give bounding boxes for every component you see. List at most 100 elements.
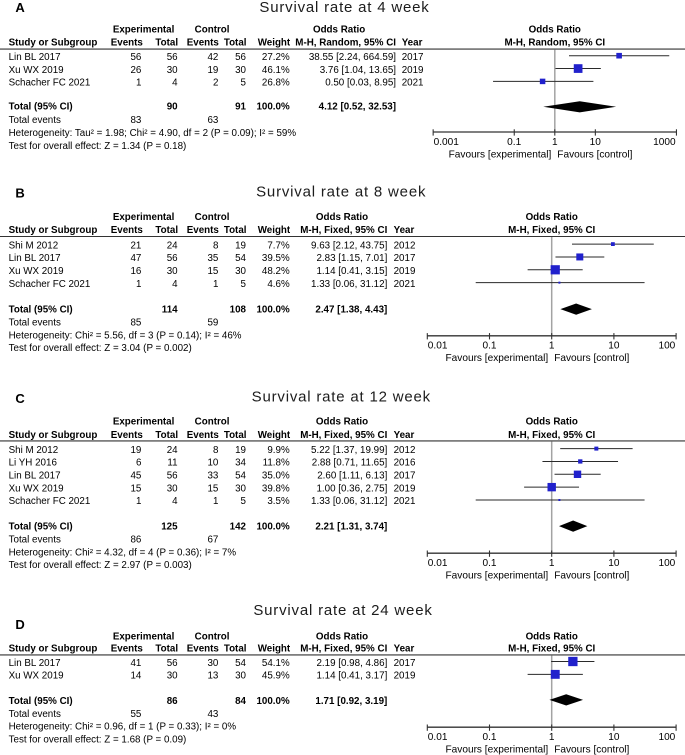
svg-text:Study or Subgroup: Study or Subgroup bbox=[9, 430, 98, 441]
svg-text:38.55 [2.24, 664.59]: 38.55 [2.24, 664.59] bbox=[309, 52, 396, 63]
svg-text:Favours [experimental]: Favours [experimental] bbox=[446, 571, 549, 582]
svg-text:Total: Total bbox=[224, 38, 247, 49]
svg-text:67: 67 bbox=[207, 535, 218, 546]
svg-text:Lin BL 2017: Lin BL 2017 bbox=[9, 658, 61, 669]
svg-text:33: 33 bbox=[207, 471, 218, 482]
svg-text:2021: 2021 bbox=[402, 78, 424, 89]
svg-text:M-H, Random, 95% CI: M-H, Random, 95% CI bbox=[504, 38, 605, 49]
svg-text:4: 4 bbox=[172, 279, 178, 290]
svg-text:Events: Events bbox=[111, 38, 144, 49]
svg-text:2019: 2019 bbox=[394, 483, 416, 494]
svg-text:Odds Ratio: Odds Ratio bbox=[316, 632, 368, 643]
svg-text:41: 41 bbox=[130, 658, 141, 669]
svg-text:19: 19 bbox=[207, 65, 218, 76]
svg-text:Events: Events bbox=[111, 430, 144, 441]
svg-text:30: 30 bbox=[167, 483, 178, 494]
svg-text:3.76 [1.04, 13.65]: 3.76 [1.04, 13.65] bbox=[320, 65, 397, 76]
svg-text:M-H, Fixed, 95% CI: M-H, Fixed, 95% CI bbox=[508, 225, 595, 236]
svg-text:Weight: Weight bbox=[258, 644, 291, 655]
svg-text:30: 30 bbox=[167, 65, 178, 76]
svg-text:125: 125 bbox=[161, 522, 178, 533]
svg-text:15: 15 bbox=[207, 266, 218, 277]
svg-text:100.0%: 100.0% bbox=[256, 102, 290, 113]
svg-text:0.50 [0.03, 8.95]: 0.50 [0.03, 8.95] bbox=[325, 78, 396, 89]
svg-text:108: 108 bbox=[230, 305, 247, 316]
svg-text:19: 19 bbox=[130, 445, 141, 456]
svg-text:Total: Total bbox=[224, 225, 247, 236]
svg-text:114: 114 bbox=[162, 305, 178, 316]
svg-text:Total: Total bbox=[224, 430, 247, 441]
svg-text:Schacher FC 2021: Schacher FC 2021 bbox=[9, 496, 91, 507]
svg-text:91: 91 bbox=[235, 102, 246, 113]
svg-text:Events: Events bbox=[111, 225, 144, 236]
svg-text:Year: Year bbox=[394, 225, 415, 236]
svg-text:2019: 2019 bbox=[402, 65, 424, 76]
svg-text:56: 56 bbox=[167, 52, 178, 63]
svg-text:35: 35 bbox=[207, 253, 218, 264]
svg-text:2021: 2021 bbox=[394, 279, 416, 290]
svg-text:0.1: 0.1 bbox=[482, 732, 496, 743]
svg-text:100.0%: 100.0% bbox=[256, 305, 290, 316]
svg-text:2016: 2016 bbox=[394, 458, 416, 469]
svg-text:Total events: Total events bbox=[9, 115, 61, 126]
svg-text:56: 56 bbox=[235, 52, 246, 63]
svg-text:0.01: 0.01 bbox=[428, 558, 448, 569]
svg-text:4.6%: 4.6% bbox=[267, 279, 290, 290]
svg-text:Events: Events bbox=[187, 430, 220, 441]
svg-text:Odds Ratio: Odds Ratio bbox=[526, 632, 578, 643]
svg-text:30: 30 bbox=[235, 266, 246, 277]
svg-text:54: 54 bbox=[235, 471, 246, 482]
svg-text:100.0%: 100.0% bbox=[256, 522, 290, 533]
svg-text:Xu WX 2019: Xu WX 2019 bbox=[9, 483, 64, 494]
svg-text:M-H, Fixed, 95% CI: M-H, Fixed, 95% CI bbox=[300, 225, 387, 236]
svg-text:0.01: 0.01 bbox=[428, 341, 448, 352]
svg-text:1.33 [0.06, 31.12]: 1.33 [0.06, 31.12] bbox=[311, 279, 388, 290]
svg-text:56: 56 bbox=[167, 253, 178, 264]
svg-text:M-H, Fixed, 95% CI: M-H, Fixed, 95% CI bbox=[508, 644, 595, 655]
svg-text:100: 100 bbox=[658, 732, 675, 743]
svg-text:1: 1 bbox=[549, 732, 555, 743]
svg-text:59: 59 bbox=[207, 318, 218, 329]
svg-text:Lin BL 2017: Lin BL 2017 bbox=[9, 471, 61, 482]
svg-text:Favours [experimental]: Favours [experimental] bbox=[449, 149, 552, 160]
svg-text:86: 86 bbox=[130, 535, 141, 546]
svg-text:46.1%: 46.1% bbox=[262, 65, 290, 76]
svg-text:10: 10 bbox=[608, 341, 620, 352]
svg-text:2017: 2017 bbox=[394, 253, 416, 264]
svg-text:Control: Control bbox=[195, 25, 230, 36]
svg-text:3.5%: 3.5% bbox=[267, 496, 290, 507]
svg-text:39.8%: 39.8% bbox=[262, 483, 290, 494]
svg-text:1.14 [0.41, 3.15]: 1.14 [0.41, 3.15] bbox=[316, 266, 387, 277]
svg-text:56: 56 bbox=[167, 658, 178, 669]
svg-text:30: 30 bbox=[235, 483, 246, 494]
svg-text:Survival rate at 8 week: Survival rate at 8 week bbox=[256, 184, 426, 201]
svg-text:Test for overall effect: Z = 1: Test for overall effect: Z = 1.34 (P = 0… bbox=[9, 141, 187, 152]
svg-text:Total events: Total events bbox=[9, 535, 61, 546]
svg-text:2.21 [1.31, 3.74]: 2.21 [1.31, 3.74] bbox=[315, 522, 387, 533]
svg-text:1: 1 bbox=[549, 558, 555, 569]
svg-text:Weight: Weight bbox=[258, 38, 291, 49]
svg-text:26.8%: 26.8% bbox=[262, 78, 290, 89]
svg-text:9.9%: 9.9% bbox=[267, 445, 290, 456]
svg-text:Total: Total bbox=[155, 430, 178, 441]
svg-text:8: 8 bbox=[213, 240, 219, 251]
svg-text:86: 86 bbox=[167, 696, 178, 707]
svg-text:85: 85 bbox=[130, 318, 141, 329]
svg-text:1000: 1000 bbox=[653, 137, 676, 148]
svg-text:2019: 2019 bbox=[394, 671, 416, 682]
svg-text:1: 1 bbox=[136, 496, 141, 507]
svg-text:Favours [control]: Favours [control] bbox=[554, 353, 629, 364]
svg-text:35.0%: 35.0% bbox=[262, 471, 290, 482]
svg-text:8: 8 bbox=[213, 445, 219, 456]
svg-text:D: D bbox=[15, 617, 24, 632]
svg-text:55: 55 bbox=[130, 709, 141, 720]
svg-text:63: 63 bbox=[207, 115, 218, 126]
svg-text:Heterogeneity: Chi² = 5.56, df: Heterogeneity: Chi² = 5.56, df = 3 (P = … bbox=[9, 330, 242, 341]
svg-text:Events: Events bbox=[187, 225, 220, 236]
svg-text:Year: Year bbox=[394, 644, 415, 655]
svg-text:M-H, Fixed, 95% CI: M-H, Fixed, 95% CI bbox=[300, 430, 387, 441]
svg-text:Total: Total bbox=[155, 38, 178, 49]
svg-text:Total: Total bbox=[224, 644, 247, 655]
svg-text:5: 5 bbox=[241, 279, 247, 290]
svg-text:2: 2 bbox=[213, 78, 218, 89]
